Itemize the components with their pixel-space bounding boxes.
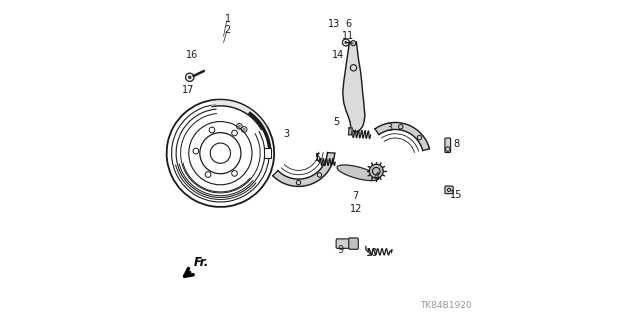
FancyBboxPatch shape (445, 138, 451, 152)
Text: 3: 3 (387, 123, 392, 133)
Text: 12: 12 (349, 204, 362, 213)
Text: 5: 5 (333, 117, 340, 127)
Circle shape (238, 125, 241, 128)
FancyBboxPatch shape (336, 239, 351, 249)
Text: 16: 16 (186, 50, 198, 60)
Text: 10: 10 (366, 248, 378, 258)
Text: 5: 5 (314, 153, 320, 163)
Text: TK84B1920: TK84B1920 (420, 301, 472, 310)
Text: 17: 17 (182, 85, 194, 95)
Text: 13: 13 (328, 19, 340, 28)
Text: 8: 8 (453, 139, 459, 149)
FancyBboxPatch shape (349, 238, 358, 249)
Circle shape (369, 164, 383, 178)
FancyBboxPatch shape (445, 186, 453, 194)
Text: 11: 11 (342, 31, 355, 41)
Text: 14: 14 (332, 50, 344, 60)
Text: 6: 6 (346, 19, 351, 28)
Polygon shape (375, 122, 429, 151)
Polygon shape (348, 128, 352, 135)
Circle shape (188, 75, 191, 79)
Text: 15: 15 (450, 190, 462, 200)
FancyBboxPatch shape (264, 148, 271, 158)
Polygon shape (211, 100, 267, 130)
Text: 9: 9 (337, 245, 344, 255)
Polygon shape (343, 42, 365, 133)
Text: 4: 4 (374, 172, 380, 182)
Circle shape (243, 128, 246, 131)
Text: 2: 2 (225, 25, 231, 35)
Polygon shape (337, 165, 379, 181)
Text: 1: 1 (225, 14, 231, 24)
Text: Fr.: Fr. (193, 256, 209, 269)
Circle shape (344, 41, 348, 44)
Polygon shape (273, 152, 335, 186)
Text: 3: 3 (283, 129, 289, 139)
Text: 7: 7 (353, 191, 359, 201)
